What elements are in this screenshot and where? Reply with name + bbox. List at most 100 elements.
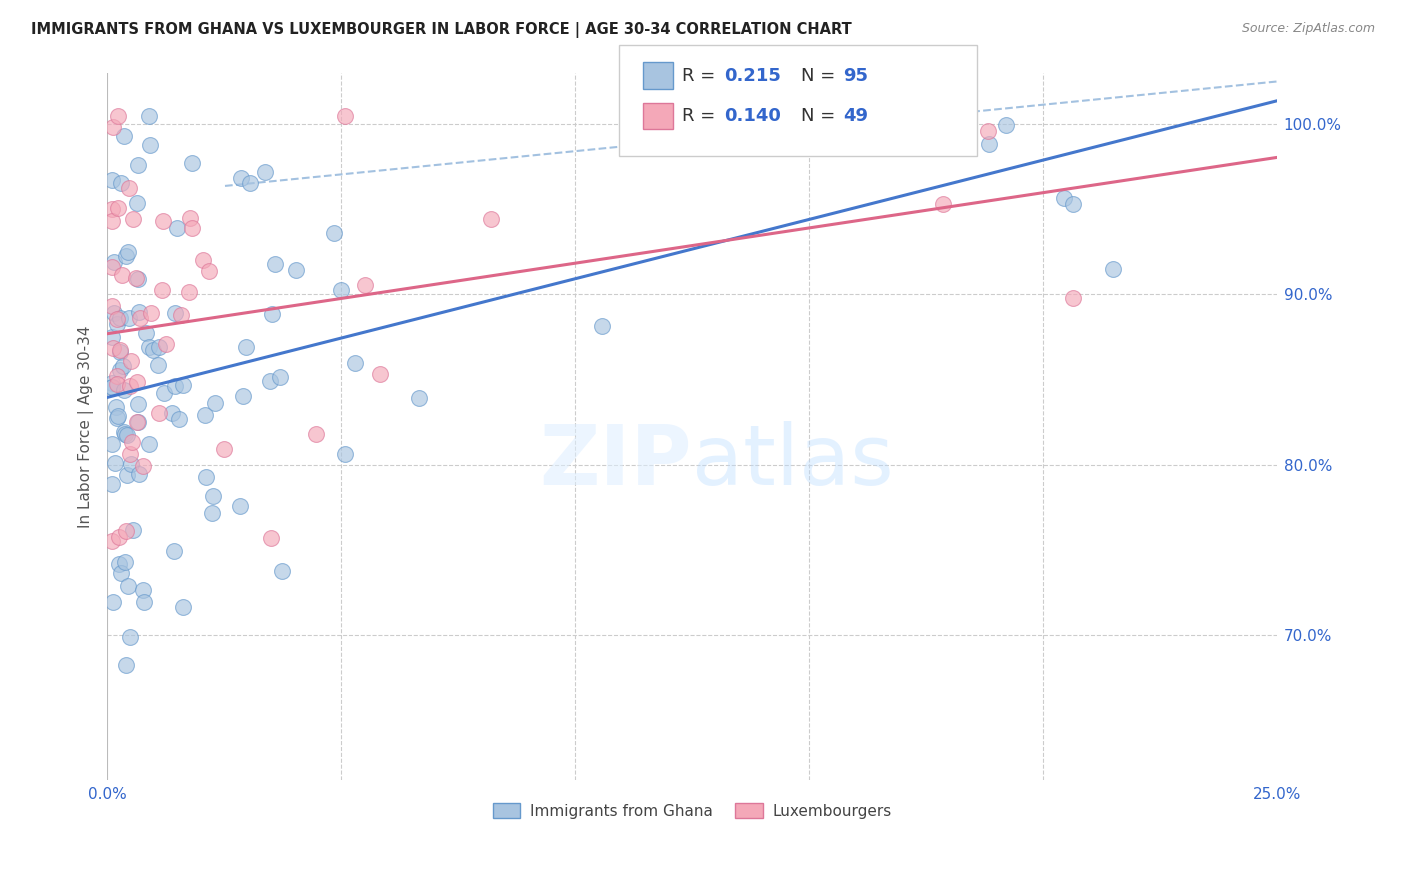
Point: [235, 340, 257, 354]
Y-axis label: In Labor Force | Age 30-34: In Labor Force | Age 30-34: [79, 325, 94, 527]
Point: [284, 263, 307, 277]
Point: [110, 176, 132, 190]
Point: [107, 109, 129, 123]
Point: [146, 359, 169, 373]
Point: [232, 388, 254, 402]
Point: [125, 271, 148, 285]
Point: [195, 470, 218, 484]
Point: [1053, 191, 1076, 205]
Point: [110, 344, 132, 359]
Point: [108, 310, 131, 325]
Point: [118, 379, 141, 393]
Point: [128, 397, 150, 411]
Text: 49: 49: [844, 107, 869, 125]
Point: [179, 211, 201, 225]
Point: [191, 253, 214, 268]
Point: [1062, 197, 1084, 211]
Point: [101, 330, 124, 344]
Point: [105, 401, 128, 415]
Point: [950, 135, 973, 149]
Point: [353, 278, 375, 293]
Point: [163, 306, 186, 320]
Point: [122, 524, 145, 538]
Point: [107, 530, 129, 544]
Point: [368, 367, 391, 381]
Point: [117, 579, 139, 593]
Point: [138, 340, 160, 354]
Point: [1102, 262, 1125, 277]
Point: [115, 524, 138, 538]
Point: [898, 138, 921, 153]
Point: [128, 467, 150, 481]
Point: [108, 343, 131, 358]
Point: [110, 363, 132, 377]
Text: R =: R =: [682, 67, 721, 85]
Point: [194, 409, 217, 423]
Point: [101, 476, 124, 491]
Point: [132, 595, 155, 609]
Point: [101, 376, 124, 390]
Point: [101, 214, 124, 228]
Point: [105, 317, 128, 331]
Text: IMMIGRANTS FROM GHANA VS LUXEMBOURGER IN LABOR FORCE | AGE 30-34 CORRELATION CHA: IMMIGRANTS FROM GHANA VS LUXEMBOURGER IN…: [31, 22, 852, 38]
Point: [148, 340, 170, 354]
Point: [135, 326, 157, 341]
Point: [172, 599, 194, 614]
Point: [101, 173, 124, 187]
Point: [138, 437, 160, 451]
Point: [103, 255, 125, 269]
Point: [329, 283, 352, 297]
Point: [117, 245, 139, 260]
Point: [322, 226, 344, 240]
Point: [160, 406, 183, 420]
Text: N =: N =: [801, 107, 841, 125]
Point: [115, 248, 138, 262]
Point: [118, 181, 141, 195]
Point: [408, 391, 430, 405]
Point: [114, 427, 136, 442]
Point: [103, 342, 125, 356]
Point: [259, 375, 281, 389]
Point: [132, 458, 155, 473]
Text: 0.215: 0.215: [724, 67, 780, 85]
Point: [118, 310, 141, 325]
Point: [977, 137, 1000, 152]
Point: [111, 268, 134, 282]
Point: [118, 630, 141, 644]
Point: [127, 415, 149, 429]
Point: [142, 343, 165, 357]
Point: [163, 379, 186, 393]
Point: [239, 176, 262, 190]
Point: [115, 428, 138, 442]
Point: [128, 305, 150, 319]
Point: [139, 306, 162, 320]
Point: [733, 109, 755, 123]
Point: [977, 124, 1000, 138]
Point: [105, 411, 128, 425]
Point: [271, 564, 294, 578]
Point: [139, 138, 162, 153]
Point: [229, 170, 252, 185]
Point: [112, 383, 135, 397]
Text: N =: N =: [801, 67, 841, 85]
Point: [167, 412, 190, 426]
Point: [101, 437, 124, 451]
Point: [127, 415, 149, 429]
Point: [305, 427, 328, 442]
Point: [260, 307, 283, 321]
Point: [112, 128, 135, 143]
Point: [107, 409, 129, 423]
Point: [138, 109, 160, 123]
Point: [129, 310, 152, 325]
Point: [172, 378, 194, 392]
Point: [212, 442, 235, 456]
Point: [229, 499, 252, 513]
Point: [101, 380, 124, 394]
Point: [148, 406, 170, 420]
Point: [120, 448, 142, 462]
Legend: Immigrants from Ghana, Luxembourgers: Immigrants from Ghana, Luxembourgers: [486, 797, 897, 825]
Point: [101, 299, 124, 313]
Point: [112, 425, 135, 440]
Text: R =: R =: [682, 107, 721, 125]
Point: [153, 385, 176, 400]
